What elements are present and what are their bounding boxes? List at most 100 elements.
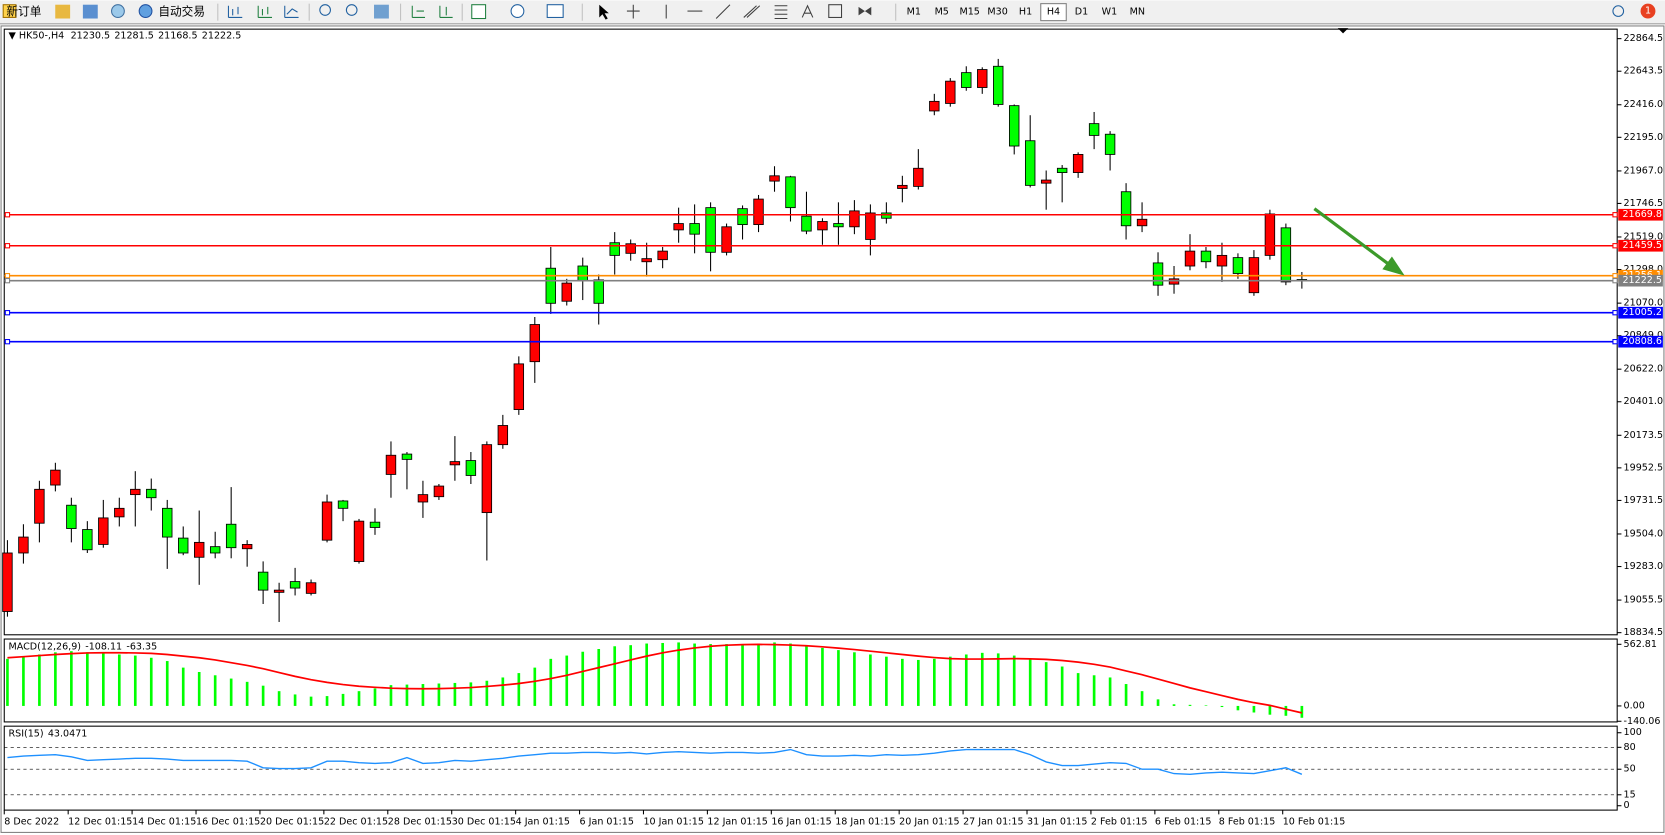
y-tick-label: 19731.5 [1624, 495, 1663, 506]
auto-trading-button[interactable]: 自动交易 [158, 5, 205, 19]
bar-chart-button[interactable] [227, 5, 243, 18]
label-button[interactable] [828, 4, 843, 18]
indicators-button[interactable] [471, 4, 487, 20]
y-tick-label: 80 [1624, 742, 1636, 753]
autoscroll-button[interactable] [411, 5, 426, 18]
new-order-icon[interactable] [2, 4, 17, 18]
timeframe-button[interactable]: MN [1130, 7, 1145, 18]
tool-icon[interactable] [82, 4, 98, 19]
menu-arrow[interactable]: ▼ [9, 30, 19, 41]
arrow-head [1382, 256, 1405, 276]
auto-trading-icon[interactable] [138, 4, 153, 18]
candle-body [1056, 167, 1068, 173]
candle-body [593, 279, 604, 304]
x-tick-label: 18 Jan 01:15 [835, 816, 895, 827]
x-tick-label: 4 Jan 01:15 [516, 816, 570, 827]
timeframe-bar: M1 M5 M15 M30 H1 H4 D1 W1 MN [907, 3, 1145, 22]
candle-body [609, 242, 620, 256]
timeframe-button[interactable]: M30 [987, 7, 1007, 18]
candle-body [977, 69, 988, 88]
x-tick-label: 22 Dec 01:15 [324, 816, 388, 827]
search-button[interactable] [1612, 5, 1625, 17]
timeframe-button[interactable]: W1 [1102, 7, 1118, 18]
line-chart-button[interactable] [284, 5, 299, 18]
candle-chart-button[interactable] [257, 5, 273, 18]
level-price-label: 21222.5 [1622, 275, 1661, 286]
y-tick-label: 20401.0 [1624, 396, 1663, 407]
candle-body [497, 425, 509, 446]
candle-body [545, 267, 556, 304]
price-panel [3, 28, 1618, 636]
candle-body [1232, 257, 1244, 274]
x-tick-label: 10 Feb 01:15 [1283, 816, 1346, 827]
cursor-button[interactable] [599, 4, 609, 20]
candle-body [689, 223, 700, 235]
level-price-label: 21459.5 [1622, 240, 1661, 251]
x-tick-label: 16 Jan 01:15 [771, 816, 831, 827]
candle-body [961, 72, 972, 88]
candle-body [817, 221, 828, 231]
level-handle [4, 339, 11, 345]
x-tick-label: 16 Dec 01:15 [196, 816, 260, 827]
timeframe-button[interactable]: M15 [959, 7, 979, 18]
candle-body [130, 488, 141, 496]
header-high: 21281.5 [114, 30, 153, 41]
candle-body [1120, 191, 1132, 227]
tool-icon[interactable] [111, 4, 125, 18]
candle-body [1040, 179, 1052, 184]
tile-button[interactable] [374, 4, 389, 19]
timeframe-button[interactable]: H1 [1019, 7, 1032, 18]
candle-body [401, 453, 413, 460]
periods-button[interactable] [510, 4, 525, 18]
trendline-button[interactable] [715, 4, 731, 19]
shift-marker [1337, 28, 1349, 34]
candle-body [2, 552, 13, 612]
zoom-in-button[interactable] [319, 4, 331, 16]
level-price-label: 21669.8 [1622, 209, 1661, 220]
y-tick-label: 19952.5 [1624, 462, 1663, 473]
x-tick-label: 27 Jan 01:15 [963, 816, 1023, 827]
shift-button[interactable] [439, 5, 453, 18]
new-order-button[interactable]: 新订单 [6, 5, 41, 19]
y-tick-label: 21967.0 [1624, 165, 1663, 176]
candle-body [1168, 278, 1180, 285]
candle-body [881, 212, 892, 219]
level-handle [1612, 278, 1618, 284]
candle-body [1088, 123, 1100, 136]
y-tick-label: 21070.0 [1624, 298, 1663, 309]
candle-body [657, 250, 668, 261]
candle-body [1152, 262, 1164, 286]
candle-body [433, 485, 445, 498]
y-tick-label: 20849.0 [1624, 330, 1663, 341]
candle-body [178, 537, 189, 554]
x-tick-label: 31 Jan 01:15 [1027, 816, 1087, 827]
active-timeframe [1040, 3, 1067, 22]
timeframe-button[interactable]: M5 [935, 7, 949, 18]
notification-badge[interactable] [1640, 3, 1656, 19]
candle-body [241, 544, 253, 550]
templates-button[interactable] [546, 4, 564, 18]
zoom-out-button[interactable] [345, 4, 358, 16]
text-button[interactable] [801, 4, 814, 18]
toolbar-left: 新订单 自动交易 M1 M5 M15 M30 H1 H4 D1 W1 MN [2, 3, 1656, 22]
x-tick-label: 6 Feb 01:15 [1155, 816, 1212, 827]
candle-body [577, 265, 588, 282]
candle-body [337, 500, 349, 509]
timeframe-button[interactable]: H4 [1047, 7, 1060, 18]
candle-body [897, 184, 908, 189]
level-price-box [1618, 306, 1663, 319]
fibo-button[interactable] [774, 5, 788, 20]
y-tick-label: 22416.0 [1624, 99, 1663, 110]
tool-icon[interactable] [55, 4, 71, 19]
candle-body [465, 460, 477, 476]
y-tick-label: 20173.5 [1624, 430, 1663, 441]
channel-button[interactable] [743, 5, 761, 18]
candle-body [1264, 213, 1276, 256]
y-tick-label: 19055.5 [1624, 595, 1663, 606]
timeframe-button[interactable]: M1 [907, 7, 921, 18]
timeframe-button[interactable]: D1 [1075, 7, 1088, 18]
candle-body [193, 541, 205, 558]
macd-signal-line [7, 643, 1303, 714]
rsi-header: RSI(15) 43.0471 [9, 728, 88, 739]
crosshair-button[interactable] [626, 4, 640, 19]
